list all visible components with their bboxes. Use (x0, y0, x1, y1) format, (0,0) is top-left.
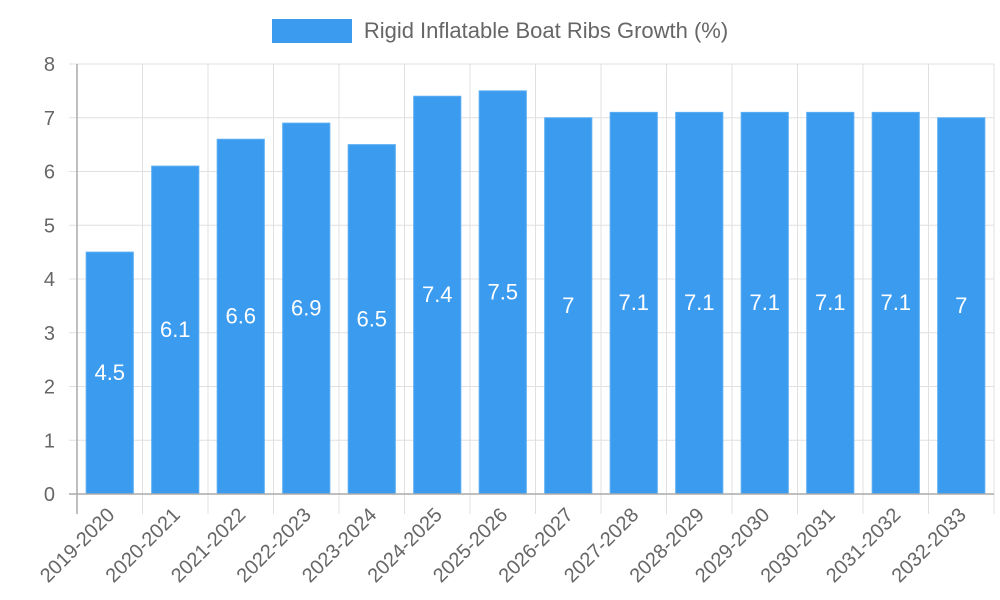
bar-2019-2020[interactable] (85, 251, 134, 495)
data-label: 7.4 (422, 282, 453, 307)
bar-2032-2033[interactable] (937, 117, 986, 495)
chart-legend: Rigid Inflatable Boat Ribs Growth (%) (0, 18, 1000, 44)
x-axis-tick-labels: 2019-20202020-20212021-20222022-20232023… (36, 504, 971, 587)
y-tick-label: 4 (44, 269, 55, 291)
y-tick-label: 0 (44, 484, 55, 506)
data-label: 7.5 (487, 279, 518, 304)
data-label: 7 (955, 293, 967, 318)
y-tick-label: 6 (44, 162, 55, 184)
data-label: 6.9 (291, 296, 322, 321)
data-label: 6.1 (160, 317, 191, 342)
bar-2024-2025[interactable] (413, 95, 462, 495)
legend-label[interactable]: Rigid Inflatable Boat Ribs Growth (%) (363, 18, 729, 43)
gridlines (69, 63, 995, 514)
bar-2028-2029[interactable] (675, 111, 724, 495)
bar-2020-2021[interactable] (151, 165, 200, 495)
bar-2021-2022[interactable] (216, 138, 265, 495)
bar-2031-2032[interactable] (871, 111, 920, 495)
y-tick-label: 2 (44, 377, 55, 399)
axes (69, 64, 994, 514)
y-tick-label: 3 (44, 323, 55, 345)
data-label: 6.6 (225, 304, 256, 329)
y-tick-label: 8 (44, 54, 55, 76)
y-axis-tick-labels: 0 1 2 3 4 5 6 7 8 (44, 54, 55, 506)
bars (85, 90, 986, 495)
legend-swatch[interactable] (271, 19, 352, 43)
bar-2023-2024[interactable] (347, 144, 396, 495)
y-tick-label: 1 (44, 430, 55, 452)
bar-2026-2027[interactable] (544, 117, 593, 495)
data-label: 7.1 (618, 290, 649, 315)
bar-2030-2031[interactable] (806, 111, 855, 495)
data-label: 7.1 (815, 290, 846, 315)
data-label: 7.1 (749, 290, 780, 315)
bar-2029-2030[interactable] (740, 111, 789, 495)
bar-2022-2023[interactable] (282, 122, 331, 495)
data-labels: 4.5 6.1 6.6 6.9 6.5 7.4 7.5 7 7.1 7.1 7.1 7.1 7.1 7 (94, 279, 967, 385)
y-tick-label: 5 (44, 215, 55, 237)
data-label: 6.5 (356, 306, 387, 331)
data-label: 7.1 (880, 290, 911, 315)
bar-2027-2028[interactable] (609, 111, 658, 495)
y-tick-label: 7 (44, 108, 55, 130)
data-label: 7.1 (684, 290, 715, 315)
data-label: 7 (562, 293, 574, 318)
data-label: 4.5 (94, 360, 125, 385)
